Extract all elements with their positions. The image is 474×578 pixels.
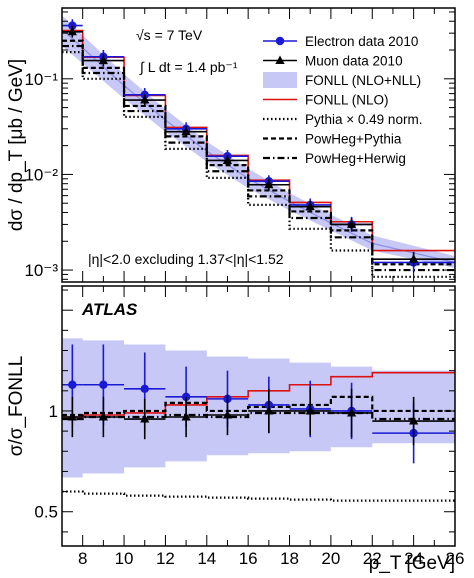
muon-data-2010-point xyxy=(206,154,249,167)
x-tick-label: 18 xyxy=(280,549,299,568)
legend-entry-pythia-0-49-norm: Pythia × 0.49 norm. xyxy=(263,112,422,127)
x-tick-label: 14 xyxy=(197,549,216,568)
muon-data-2010-point xyxy=(165,126,207,138)
muon-data-2010-ratio-point xyxy=(372,396,455,446)
legend-label: PowHeg+Herwig xyxy=(305,151,406,166)
triangle-marker xyxy=(98,412,108,421)
triangle-marker xyxy=(346,407,357,417)
triangle-marker xyxy=(181,412,191,421)
luminosity-annotation: ∫ L dt = 1.4 pb⁻¹ xyxy=(139,59,238,75)
x-tick-label: 12 xyxy=(156,549,175,568)
eta-cut-annotation: |η|<2.0 excluding 1.37<|η|<1.52 xyxy=(88,251,284,267)
muon-data-2010-ratio-point xyxy=(206,394,249,436)
triangle-marker xyxy=(140,414,150,423)
data-points xyxy=(62,19,455,273)
legend-entry-fonll-nlo: FONLL (NLO) xyxy=(263,93,389,108)
bottom-panel: 8 10 12 14 16 18 20 22 24 260.51 ATLAS σ/σ_FONLL … xyxy=(6,285,464,574)
muon-data-2010-ratio-point xyxy=(124,398,166,440)
muon-data-2010-point xyxy=(372,251,455,267)
legend-label: PowHeg+Pythia xyxy=(305,132,402,147)
top-y-tick-label: 10⁻² xyxy=(24,165,58,184)
triangle-marker xyxy=(264,405,274,415)
muon-data-2010-point xyxy=(248,178,290,191)
x-tick-label: 20 xyxy=(321,549,340,568)
bottom-y-axis-label: σ/σ_FONLL xyxy=(6,356,27,457)
muon-data-2010-ratio-point xyxy=(165,396,207,438)
powheg-herwig-curve xyxy=(62,44,455,272)
x-axis-label: p_T [GeV] xyxy=(369,553,455,574)
legend-label: Muon data 2010 xyxy=(305,54,403,69)
legend: Electron data 2010 Muon data 2010 FONLL (N… xyxy=(263,34,422,166)
legend-label: Pythia × 0.49 norm. xyxy=(305,112,422,127)
legend-label: FONLL (NLO) xyxy=(305,93,389,108)
triangle-marker xyxy=(140,95,150,104)
triangle-marker xyxy=(305,201,315,211)
circle-marker xyxy=(99,380,108,389)
triangle-marker xyxy=(409,416,419,425)
triangle-marker xyxy=(264,179,274,189)
top-panel: 10⁻³ 10⁻² 10⁻¹ dσ / dp_T [μb / GeV] √s = 7… xyxy=(6,7,456,283)
triangle-marker xyxy=(98,55,108,65)
bottom-axis-ticks: 8 10 12 14 16 18 20 22 24 26 0.5 1 xyxy=(34,286,464,568)
muon-data-2010-ratio-point xyxy=(289,386,331,436)
x-tick-label: 24 xyxy=(404,549,423,568)
legend-entry-muon-data-2010: Muon data 2010 xyxy=(263,54,403,69)
muon-data-2010-point xyxy=(289,200,331,213)
atlas-label: ATLAS xyxy=(81,300,138,319)
x-tick-label: 26 xyxy=(446,549,465,568)
muon-data-2010-ratio-point xyxy=(82,396,125,438)
y-tick-label: 0.5 xyxy=(34,503,58,522)
x-tick-label: 8 xyxy=(78,549,87,568)
legend-entry-powheg-herwig: PowHeg+Herwig xyxy=(263,151,406,166)
muon-data-2010-point xyxy=(62,25,83,38)
top-y-axis-label: dσ / dp_T [μb / GeV] xyxy=(6,59,27,231)
legend-circle-marker xyxy=(275,36,285,46)
triangle-marker xyxy=(67,412,77,421)
triangle-marker xyxy=(222,409,233,419)
triangle-marker xyxy=(346,219,357,228)
muon-data-2010-point xyxy=(82,54,125,67)
muon-data-2010-ratio-point xyxy=(330,388,373,438)
x-tick-label: 10 xyxy=(115,549,134,568)
muon-data-2010-point xyxy=(124,94,166,106)
pythia-0-49-norm-ratio-curve xyxy=(62,490,455,502)
legend-triangle-marker xyxy=(275,55,285,64)
legend-entry-electron-data-2010: Electron data 2010 xyxy=(263,34,418,49)
top-axis-ticks: 10⁻³ 10⁻² 10⁻¹ xyxy=(24,8,456,282)
y-tick-label: 1 xyxy=(49,402,58,421)
top-y-tick-label: 10⁻¹ xyxy=(24,70,58,89)
triangle-marker xyxy=(67,26,77,36)
ratio-data-points xyxy=(62,344,455,464)
legend-label: FONLL (NLO+NLL) xyxy=(305,73,421,88)
muon-data-2010-ratio-point xyxy=(62,396,83,438)
circle-marker xyxy=(140,384,149,393)
bottom-plot-frame xyxy=(61,285,456,547)
top-plot-frame xyxy=(61,7,456,283)
legend-entry-powheg-pythia: PowHeg+Pythia xyxy=(263,132,402,147)
x-tick-label: 16 xyxy=(239,549,258,568)
muon-data-2010-point xyxy=(330,218,373,231)
triangle-marker xyxy=(305,405,315,415)
top-y-tick-label: 10⁻³ xyxy=(24,261,58,280)
triangle-marker xyxy=(181,126,191,136)
energy-annotation: √s = 7 TeV xyxy=(136,27,203,43)
triangle-marker xyxy=(222,155,233,164)
x-tick-label: 22 xyxy=(363,549,382,568)
legend-label: Electron data 2010 xyxy=(305,34,418,49)
circle-marker xyxy=(68,380,77,389)
triangle-marker xyxy=(409,254,419,263)
legend-band-swatch xyxy=(263,72,297,88)
legend-entry-fonll-nlo-nll: FONLL (NLO+NLL) xyxy=(263,72,421,88)
muon-data-2010-ratio-point xyxy=(248,388,290,434)
